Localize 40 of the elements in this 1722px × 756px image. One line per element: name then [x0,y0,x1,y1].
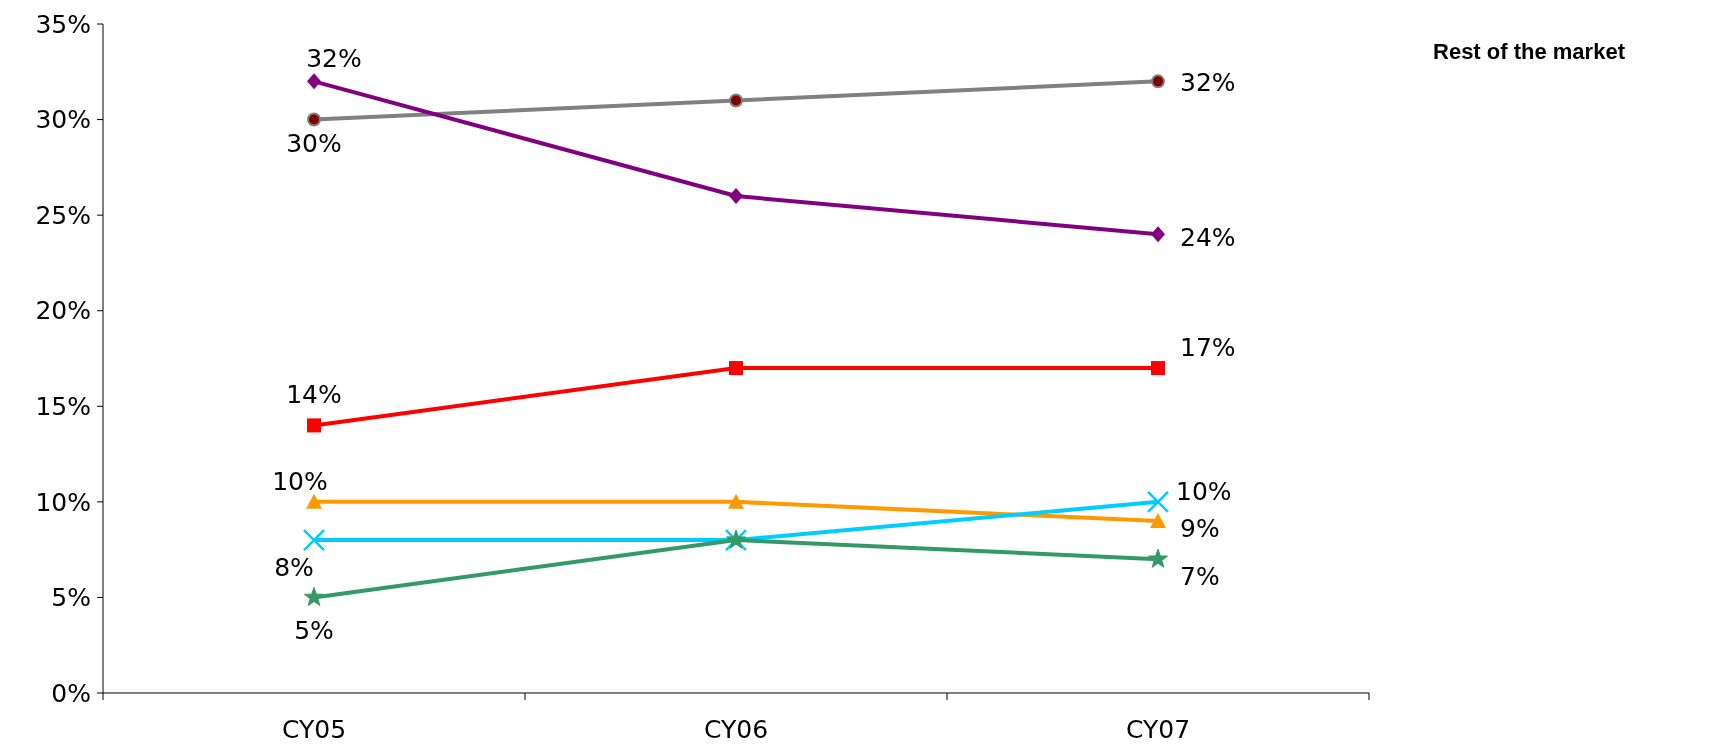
point [729,188,743,205]
point [1146,490,1170,514]
point [1151,74,1165,89]
y-tick-label: 30% [35,105,91,135]
point [729,93,743,108]
data-label: 8% [274,553,314,583]
data-label: 32% [1180,68,1236,98]
data-label: 17% [1180,333,1236,363]
data-label: 14% [286,380,342,410]
point [306,493,322,509]
y-tick-label: 20% [35,296,91,326]
point [302,528,326,552]
point [1151,226,1165,243]
data-label: 32% [306,44,362,74]
point [303,586,325,607]
data-label: 9% [1180,513,1220,543]
data-label: 30% [286,128,342,158]
point [307,73,321,90]
point [1151,361,1165,376]
x-tick-label: CY07 [1125,715,1191,744]
data-label: 10% [1176,476,1232,506]
data-label: 24% [1180,223,1236,253]
point [1147,548,1169,568]
y-tick-label: 15% [35,392,91,422]
y-tick-label: 10% [35,487,91,517]
point [1150,512,1166,528]
point [728,493,744,509]
data-label: 10% [272,466,328,496]
x-tick-label: CY05 [281,715,347,744]
y-tick-label: 5% [51,583,91,613]
data-label: 7% [1180,562,1220,592]
y-tick-label: 25% [35,200,91,230]
point [307,112,321,127]
y-tick-label: 0% [51,678,91,708]
data-label: 5% [294,616,334,646]
point [307,418,321,433]
point [729,361,743,376]
y-tick-label: 35% [35,9,91,39]
text: Rest of the market [1433,39,1626,65]
x-tick-label: CY06 [703,715,769,744]
